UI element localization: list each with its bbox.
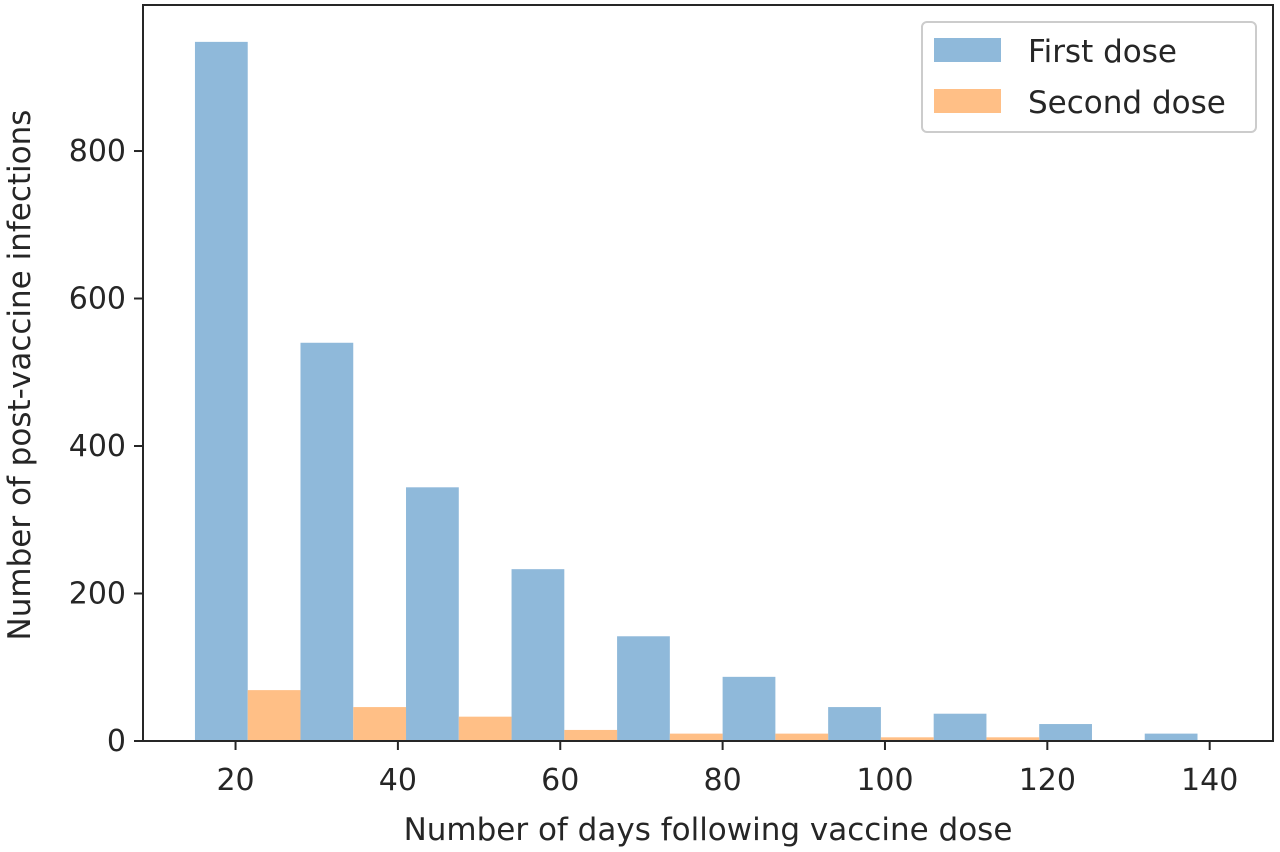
- bar-second-dose: [247, 690, 301, 741]
- legend-frame: [921, 21, 1257, 133]
- bar-second-dose: [669, 733, 723, 741]
- y-axis-ticks: 0 200 400 600 800: [69, 134, 143, 759]
- bar-first-dose: [1039, 724, 1092, 741]
- legend-label-first-dose: First dose: [1028, 34, 1177, 70]
- x-tick-label: 60: [541, 763, 579, 798]
- bar-second-dose: [880, 737, 934, 741]
- bar-second-dose: [353, 707, 407, 741]
- x-axis-label: Number of days following vaccine dose: [404, 812, 1013, 848]
- y-tick-label: 600: [69, 282, 126, 317]
- bar-second-dose: [986, 737, 1040, 741]
- legend-label-second-dose: Second dose: [1028, 85, 1226, 121]
- bars-layer: [194, 41, 1198, 741]
- bar-first-dose: [1144, 733, 1198, 741]
- legend-swatch-second-dose: [934, 89, 1001, 113]
- bar-second-dose: [458, 716, 512, 741]
- bar-first-dose: [511, 569, 565, 741]
- bar-first-dose: [722, 676, 776, 741]
- bar-second-dose: [564, 729, 618, 741]
- bar-first-dose: [406, 487, 459, 741]
- x-tick-label: 40: [379, 763, 417, 798]
- legend: First dose Second dose: [921, 21, 1257, 133]
- bar-first-dose: [828, 707, 881, 741]
- bar-first-dose: [933, 713, 987, 741]
- x-tick-label: 100: [856, 763, 913, 798]
- y-tick-label: 800: [69, 134, 126, 169]
- bar-first-dose: [617, 636, 670, 741]
- x-tick-label: 80: [704, 763, 742, 798]
- y-tick-label: 400: [69, 429, 126, 464]
- bar-first-dose: [194, 41, 248, 741]
- x-axis-ticks: 20 40 60 80 100 120 140: [216, 741, 1238, 798]
- bar-first-dose: [300, 342, 354, 741]
- y-tick-label: 0: [107, 724, 126, 759]
- x-tick-label: 20: [216, 763, 254, 798]
- x-tick-label: 120: [1019, 763, 1076, 798]
- bar-second-dose: [775, 733, 829, 741]
- x-tick-label: 140: [1181, 763, 1238, 798]
- y-axis-label: Number of post-vaccine infections: [2, 110, 38, 641]
- y-tick-label: 200: [69, 577, 126, 612]
- legend-swatch-first-dose: [934, 38, 1001, 62]
- plot-frame: [142, 4, 1274, 742]
